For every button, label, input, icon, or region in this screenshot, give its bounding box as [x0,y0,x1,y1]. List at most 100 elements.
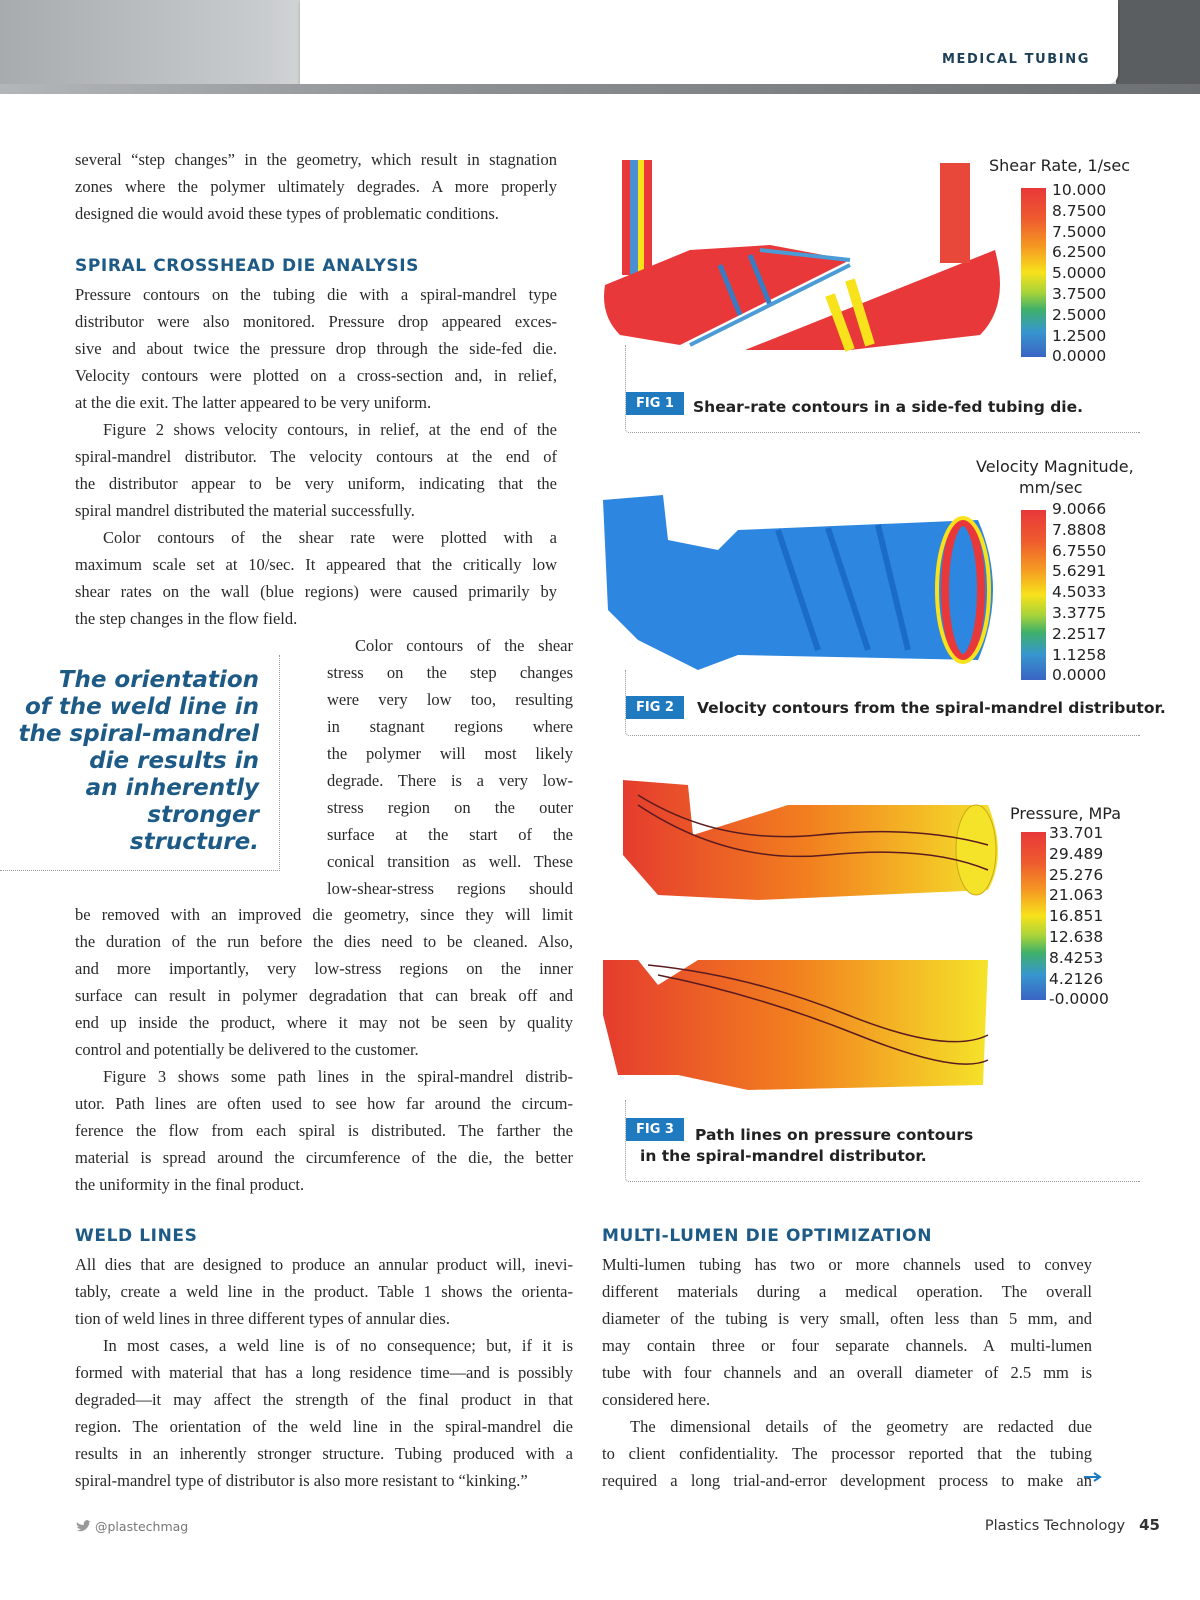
text-line: material is spread around the circumfere… [75,1148,573,1167]
text-line: spiral-mandrel distributor. The velocity… [75,447,557,466]
colorbar-tick-label: 4.2126 [1049,969,1104,988]
fig1-colorbar-ticks: 10.000 8.7500 7.5000 6.2500 5.0000 3.7500 2.50… [1052,180,1106,367]
body-text-weld: All dies that are designed to produce an… [75,1251,573,1494]
heading-multi-lumen: MULTI-LUMEN DIE OPTIMIZATION [602,1226,933,1246]
text-line: Pressure contours on the tubing die with… [75,285,557,304]
pull-quote-line: the spiral-mandrel [18,721,259,747]
text-line: the uniformity in the final product. [75,1175,305,1194]
text-line: maximum scale set at 10/sec. It appeared… [75,555,557,574]
pull-quote: The orientation of the weld line in the sp… [0,655,280,871]
text-line: Color contours of the shear rate were pl… [103,528,557,547]
text-line: utor. Path lines are often used to see h… [75,1094,573,1113]
text-line: stress region on the outer [327,798,573,817]
body-text-spiral: Pressure contours on the tubing die with… [75,281,557,632]
fig3-pressure-image [603,780,998,1090]
text-line: shear rates on the wall (blue regions) w… [75,582,557,601]
fig3-caption-line2: in the spiral-mandrel distributor. [640,1147,927,1165]
body-text-intro: several “step changes” in the geometry, … [75,146,557,227]
pull-quote-line: of the weld line in [25,694,259,720]
footer-folio: Plastics Technology 45 [985,1516,1160,1534]
fig3-caption-line1: Path lines on pressure contours [695,1126,974,1144]
colorbar-tick-label: 5.6291 [1052,562,1107,581]
text-line: degrade. There is a very low- [327,771,573,790]
pull-quote-line: The orientation [58,667,259,693]
fig2-bracket [625,670,1140,736]
text-line: the step changes in the flow field. [75,609,298,628]
continue-arrow-icon [1084,1472,1102,1482]
text-line: distributor were also monitored. Pressur… [75,312,557,331]
text-line: The dimensional details of the geometry … [630,1417,1092,1436]
text-line: control and potentially be delivered to … [75,1040,419,1059]
text-line: In most cases, a weld line is of no cons… [103,1336,573,1355]
fig2-colorbar-ticks: 9.0066 7.8808 6.7550 5.6291 4.5033 3.3775 2.25… [1052,499,1106,686]
colorbar-tick-label: 3.7500 [1052,284,1107,303]
pull-quote-line: an inherently [85,775,259,801]
colorbar-tick-label: 1.1258 [1052,645,1107,664]
text-line: were very low too, resulting [327,690,573,709]
colorbar-tick-label: 8.4253 [1049,948,1104,967]
text-line: zones where the polymer ultimately degra… [75,177,557,196]
fig2-badge: FIG 2 [626,696,684,719]
fig2-caption: Velocity contours from the spiral-mandre… [697,699,1166,717]
colorbar-tick-label: 6.2500 [1052,243,1107,262]
text-line: designed die would avoid these types of … [75,204,499,223]
header-strip [0,84,1200,94]
fig3-colorbar [1021,832,1046,1000]
colorbar-tick-label: 5.0000 [1052,264,1107,283]
fig3-badge: FIG 3 [626,1118,684,1141]
text-line: region. The orientation of the weld line… [75,1417,573,1436]
colorbar-tick-label: 8.7500 [1052,201,1107,220]
text-line: may contain three or four separate chann… [602,1336,1092,1355]
fig1-bracket [625,345,1140,433]
colorbar-tick-label: 0.0000 [1052,666,1107,685]
text-line: Velocity contours were plotted on a cros… [75,366,557,385]
body-text-wrap: Color contours of the shear stress on the… [327,632,573,902]
colorbar-tick-label: 9.0066 [1052,500,1107,518]
text-line: required a long trial-and-error developm… [602,1471,1092,1490]
text-line: ference the flow from each spiral is dis… [75,1121,573,1140]
text-line: at the die exit. The latter appeared to … [75,393,432,412]
colorbar-tick-label: 4.5033 [1052,583,1107,602]
text-line: and more importantly, very low-stress re… [75,959,573,978]
text-line: several “step changes” in the geometry, … [75,150,557,169]
fig3-bracket [625,1100,1140,1182]
text-line: conical transition as well. These [327,852,573,871]
text-line: surface can result in polymer degradatio… [75,986,573,1005]
text-line: tube with four channels and an overall d… [602,1363,1092,1382]
header-dark-tab [1116,0,1200,94]
twitter-handle[interactable]: @plastechmag [95,1519,189,1534]
text-line: considered here. [602,1390,711,1409]
fig2-velocity-image [603,495,993,670]
text-line: end up inside the product, where it may … [75,1013,573,1032]
text-line: tion of weld lines in three different ty… [75,1309,450,1328]
text-line: the distributor appear to be very unifor… [75,474,557,493]
fig1-legend-title: Shear Rate, 1/sec [989,156,1131,175]
colorbar-tick-label: 0.0000 [1052,347,1107,366]
text-line: results in an inherently stronger struct… [75,1444,573,1463]
twitter-bird-icon [76,1520,91,1532]
text-line: Multi-lumen tubing has two or more chann… [602,1255,1092,1274]
colorbar-tick-label: 33.701 [1049,824,1104,842]
pull-quote-line: die results in [89,748,259,774]
colorbar-tick-label: 2.2517 [1052,624,1107,643]
colorbar-tick-label: 3.3775 [1052,603,1107,622]
body-text-multi-lumen: Multi-lumen tubing has two or more chann… [602,1251,1092,1494]
text-line: low-shear-stress regions should [327,879,573,898]
colorbar-tick-label: 1.2500 [1052,326,1107,345]
colorbar-tick-label: 6.7550 [1052,541,1107,560]
page-number: 45 [1139,1516,1160,1534]
body-text-fig3: be removed with an improved die geometry… [75,901,573,1198]
text-line: All dies that are designed to produce an… [75,1255,573,1274]
text-line: Color contours of the shear [355,636,573,655]
text-line: in stagnant regions where [327,717,573,736]
text-line: tably, create a weld line in the product… [75,1282,573,1301]
fig1-shear-rate-image [604,160,1000,352]
magazine-name: Plastics Technology [984,1518,1126,1534]
text-line: stress on the step changes [327,663,573,682]
text-line: be removed with an improved die geometry… [75,905,573,924]
colorbar-tick-label: 7.8808 [1052,520,1107,539]
colorbar-tick-label: 16.851 [1049,907,1104,926]
text-line: Figure 2 shows velocity contours, in rel… [103,420,557,439]
text-line: spiral-mandrel type of distributor is al… [75,1471,528,1490]
text-line: to client confidentiality. The processor… [602,1444,1092,1463]
